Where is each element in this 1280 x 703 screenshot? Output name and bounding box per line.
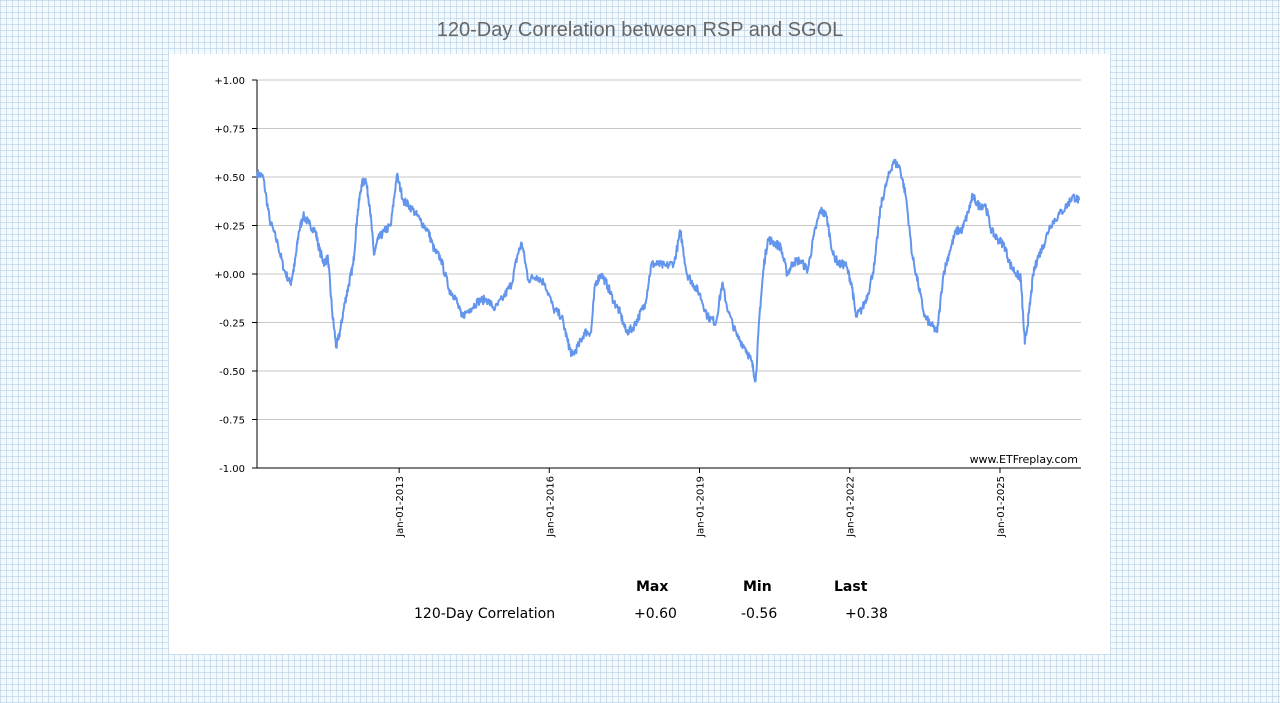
chart-title: 120-Day Correlation between RSP and SGOL <box>436 19 844 41</box>
y-tick-label: +0.25 <box>214 222 245 233</box>
x-tick-label: Jan-01-2022 <box>846 476 857 538</box>
y-tick-label: +1.00 <box>214 76 245 87</box>
grid-lines <box>257 79 1081 420</box>
y-tick-label: +0.75 <box>214 125 245 136</box>
y-tick-label: -1.00 <box>219 464 245 475</box>
y-tick-label: -0.75 <box>219 416 245 427</box>
stats-header-max: Max <box>636 579 669 595</box>
stats-row-label: 120-Day Correlation <box>414 606 556 622</box>
stats-header-min: Min <box>743 579 772 595</box>
y-ticks: +1.00 +0.75 +0.50 +0.25 +0.00 -0.25 -0.50 -0.75… <box>214 76 257 475</box>
stats-header-last: Last <box>834 579 868 595</box>
stats-value-max: +0.60 <box>634 606 677 622</box>
x-tick-label: Jan-01-2019 <box>696 476 707 538</box>
stats-value-last: +0.38 <box>845 606 888 622</box>
y-tick-label: +0.50 <box>214 173 245 184</box>
correlation-chart: +1.00 +0.75 +0.50 +0.25 +0.00 -0.25 -0.50 -0.75… <box>214 76 1081 538</box>
x-tick-label: Jan-01-2013 <box>395 476 406 538</box>
y-tick-label: +0.00 <box>214 270 245 281</box>
stats-table: Max Min Last 120-Day Correlation +0.60 -… <box>169 54 1110 654</box>
x-tick-label: Jan-01-2016 <box>545 476 556 538</box>
watermark: www.ETFreplay.com <box>970 453 1078 466</box>
stats-value-min: -0.56 <box>741 606 778 622</box>
series-line-correlation <box>256 158 1081 383</box>
x-ticks: Jan-01-2013 Jan-01-2016 Jan-01-2019 Jan-01-… <box>395 468 1007 538</box>
chart-panel: +1.00 +0.75 +0.50 +0.25 +0.00 -0.25 -0.50 -0.75… <box>169 54 1110 654</box>
y-tick-label: -0.50 <box>219 367 245 378</box>
y-tick-label: -0.25 <box>219 319 245 330</box>
x-tick-label: Jan-01-2025 <box>996 476 1007 538</box>
